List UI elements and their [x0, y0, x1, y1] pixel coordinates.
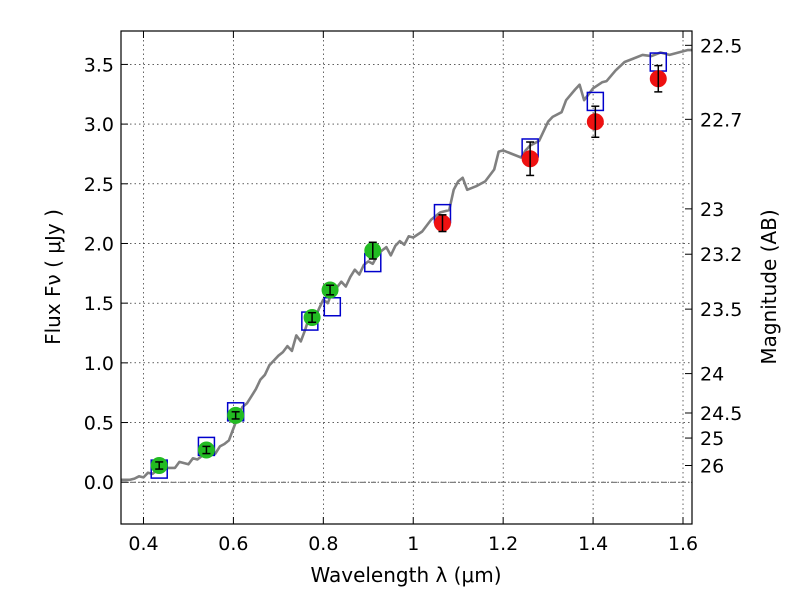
- y2-tick-label: 22.7: [700, 109, 742, 131]
- plot-frame: [120, 30, 693, 525]
- ticks: 0.4 0.6 0.8 1 1.2 1.4 1.6 0.0 0.5 1.0 1.5 2.0 2.5 3.0…: [84, 31, 742, 555]
- x-tick-label: 1.2: [488, 533, 518, 555]
- y2-tick-label: 25: [700, 428, 724, 450]
- y2-tick-label: 24.5: [700, 403, 742, 425]
- markers: [150, 52, 668, 479]
- grid: [121, 31, 692, 524]
- model-sed-line: [121, 48, 692, 482]
- y2-tick-label: 23.5: [700, 299, 742, 321]
- y2-tick-label: 23.2: [700, 244, 742, 266]
- x-tick-label: 0.6: [218, 533, 248, 555]
- x-tick-label: 1.4: [578, 533, 608, 555]
- series: [121, 48, 692, 482]
- y-tick-label: 2.5: [84, 174, 114, 196]
- model-flux-square: [323, 296, 342, 317]
- y2-tick-label: 22.5: [700, 35, 742, 57]
- y-tick-label: 2.0: [84, 233, 114, 255]
- x-tick-label: 0.8: [308, 533, 338, 555]
- x-tick-label: 1: [407, 533, 419, 555]
- y2-tick-label: 23: [700, 199, 724, 221]
- x-tick-label: 0.4: [128, 533, 158, 555]
- y-tick-label: 1.0: [84, 353, 114, 375]
- y-tick-label: 0.5: [84, 413, 114, 435]
- y-tick-label: 3.0: [84, 114, 114, 136]
- y-tick-label: 3.5: [84, 54, 114, 76]
- y2-axis-label: Magnitude (AB): [757, 209, 781, 364]
- y-axis-label: Flux Fν ( μJy ): [41, 209, 65, 345]
- x-axis-label: Wavelength λ (μm): [310, 563, 501, 587]
- y-tick-label: 1.5: [84, 293, 114, 315]
- y-tick-label: 0.0: [84, 472, 114, 494]
- y2-tick-label: 26: [700, 456, 724, 478]
- y2-tick-label: 24: [700, 364, 724, 386]
- x-tick-label: 1.6: [668, 533, 698, 555]
